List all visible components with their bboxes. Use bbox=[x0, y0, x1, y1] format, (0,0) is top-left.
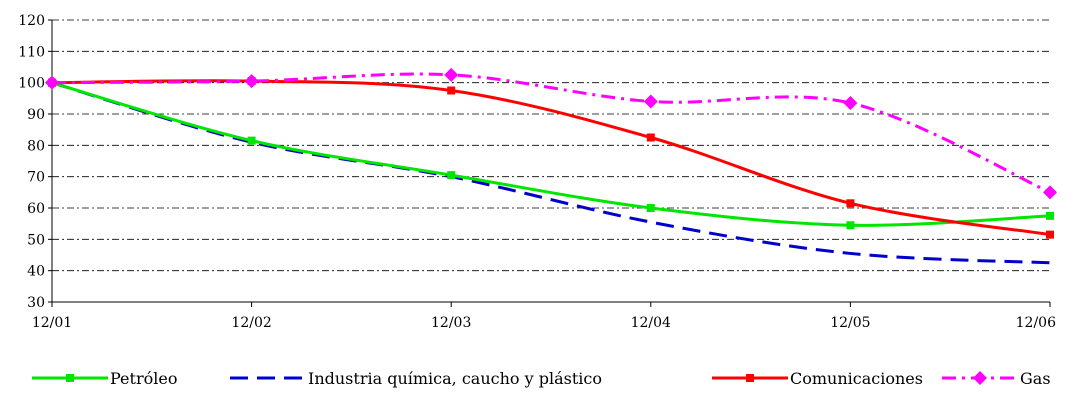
data-point bbox=[447, 171, 456, 180]
data-point bbox=[1046, 211, 1054, 220]
legend-label: Industria química, caucho y plástico bbox=[308, 369, 602, 388]
data-point bbox=[643, 94, 658, 109]
data-point bbox=[247, 136, 256, 145]
series-3 bbox=[45, 67, 1057, 200]
data-point bbox=[1046, 230, 1054, 239]
data-point bbox=[846, 199, 855, 208]
grid-lines bbox=[52, 19, 1050, 272]
y-tick-label: 90 bbox=[27, 107, 45, 123]
data-point bbox=[843, 96, 858, 111]
y-tick-label: 50 bbox=[27, 232, 45, 248]
x-tick-label: 12/06 bbox=[1016, 315, 1056, 331]
legend-label: Comunicaciones bbox=[790, 369, 923, 388]
legend-item: Comunicaciones bbox=[712, 369, 923, 388]
y-tick-label: 60 bbox=[27, 201, 45, 217]
legend-item: Gas bbox=[942, 369, 1051, 388]
legend-label: Petróleo bbox=[110, 369, 177, 388]
data-point bbox=[45, 75, 59, 90]
data-point bbox=[244, 74, 259, 89]
y-tick-label: 110 bbox=[18, 44, 45, 60]
x-tick-label: 12/04 bbox=[631, 315, 671, 331]
series-line bbox=[51, 72, 1051, 194]
data-point bbox=[646, 133, 655, 142]
data-point bbox=[846, 221, 855, 230]
y-tick-labels: 30 40 50 60 70 80 90 100 110 120 bbox=[18, 13, 52, 311]
series-line bbox=[51, 81, 1051, 227]
legend-marker bbox=[66, 374, 74, 382]
y-tick-label: 100 bbox=[18, 76, 45, 92]
legend: Petróleo Industria química, caucho y plás… bbox=[32, 369, 1051, 388]
series-2 bbox=[48, 77, 1054, 239]
x-tick-label: 12/01 bbox=[32, 315, 72, 331]
legend-item: Industria química, caucho y plástico bbox=[230, 369, 602, 388]
legend-marker bbox=[746, 374, 754, 382]
data-point bbox=[447, 86, 456, 95]
axes bbox=[51, 20, 1050, 303]
series-line bbox=[51, 79, 1051, 237]
legend-marker bbox=[973, 371, 987, 385]
x-tick-label: 12/02 bbox=[231, 315, 271, 331]
y-tick-label: 80 bbox=[27, 138, 45, 154]
series-layer bbox=[45, 67, 1057, 265]
legend-label: Gas bbox=[1020, 369, 1051, 388]
series-1 bbox=[51, 81, 1051, 265]
x-tick-labels: 12/01 12/02 12/03 12/04 12/05 12/06 bbox=[32, 302, 1056, 331]
y-tick-label: 40 bbox=[27, 264, 45, 280]
x-tick-label: 12/03 bbox=[431, 315, 471, 331]
series-line bbox=[51, 81, 1051, 265]
y-tick-label: 70 bbox=[27, 170, 45, 186]
x-tick-label: 12/05 bbox=[830, 315, 870, 331]
y-tick-label: 120 bbox=[18, 13, 45, 29]
data-point bbox=[646, 204, 655, 212]
y-tick-label: 30 bbox=[27, 295, 45, 311]
legend-item: Petróleo bbox=[32, 369, 177, 388]
data-point bbox=[444, 67, 459, 82]
data-point bbox=[1043, 185, 1057, 200]
series-0 bbox=[48, 78, 1054, 230]
